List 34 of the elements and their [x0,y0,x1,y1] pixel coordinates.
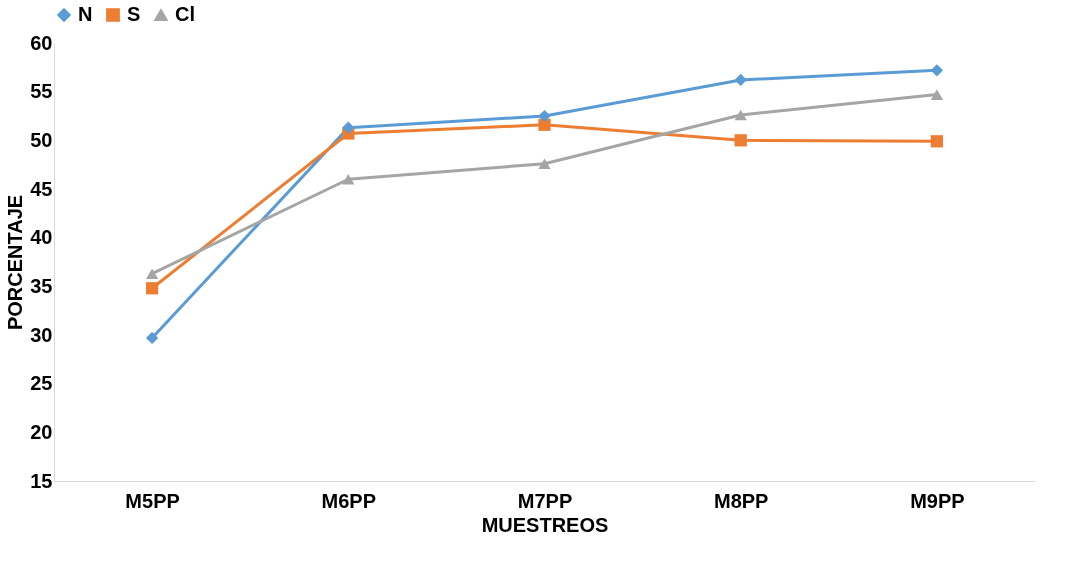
point [342,121,355,134]
y-tick-label: 20 [30,420,53,443]
point [145,268,159,279]
point [930,135,944,148]
y-tick-label: 25 [30,372,53,395]
point [145,331,159,345]
x-tick-label: M6PP [321,489,377,512]
legend-label: Cl [175,3,195,25]
point [734,73,747,87]
y-tick-label: 55 [30,80,53,103]
point [538,109,551,123]
y-tick-label: 50 [30,128,53,151]
y-tick-label: 15 [30,469,53,492]
point [145,282,159,295]
point [930,64,944,77]
point [342,173,355,185]
y-tick-label: 35 [30,274,53,297]
y-tick-label: 60 [30,31,53,54]
x-tick-label: M7PP [517,489,573,512]
y-tick-label: 40 [30,226,53,249]
point [538,158,551,169]
x-tick-label: M9PP [910,489,965,512]
y-tick-label: 30 [30,323,53,346]
legend-label: N [78,3,93,25]
x-axis-title: MUESTREOS [481,513,609,536]
point [538,118,551,131]
y-tick-label: 45 [30,177,53,200]
point [734,109,747,121]
y-axis-title: PORCENTAJE [4,194,27,331]
point [930,89,944,100]
legend-label: S [127,3,141,25]
point [734,134,747,147]
x-tick-label: M5PP [125,489,180,512]
x-tick-label: M8PP [713,489,769,512]
